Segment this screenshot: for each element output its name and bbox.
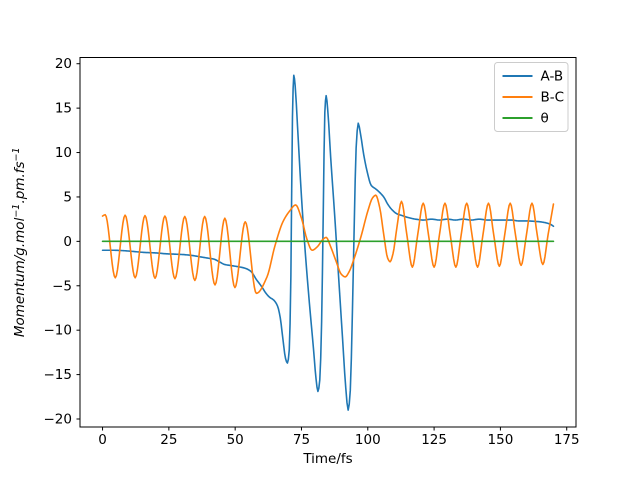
x-tick-label-0: 0 bbox=[98, 432, 107, 448]
y-tick-label-6: 10 bbox=[55, 145, 72, 161]
x-tick-label-6: 150 bbox=[488, 432, 514, 448]
x-axis-label: Time/fs bbox=[302, 451, 352, 467]
y-tick-label-7: 15 bbox=[55, 101, 72, 117]
legend-label-0: A-B bbox=[541, 69, 564, 85]
y-tick-label-5: 5 bbox=[63, 189, 72, 205]
x-tick-label-2: 50 bbox=[227, 432, 244, 448]
x-tick-label-7: 175 bbox=[554, 432, 580, 448]
legend-label-1: B-C bbox=[541, 90, 565, 106]
y-tick-label-3: −5 bbox=[52, 278, 72, 294]
x-tick-label-1: 25 bbox=[160, 432, 177, 448]
x-tick-label-4: 100 bbox=[355, 432, 381, 448]
legend-label-2: θ bbox=[541, 111, 549, 127]
x-tick-label-3: 75 bbox=[293, 432, 310, 448]
y-axis-label: Momentum/g.mol−1 .pm.fs−1 bbox=[11, 147, 28, 337]
y-tick-label-4: 0 bbox=[63, 234, 72, 250]
y-tick-label-2: −10 bbox=[44, 323, 73, 339]
x-tick-label-5: 125 bbox=[421, 432, 447, 448]
y-tick-label-1: −15 bbox=[44, 367, 73, 383]
series-line-0-A-B bbox=[101, 74, 555, 411]
y-tick-label-8: 20 bbox=[55, 56, 72, 72]
y-tick-label-0: −20 bbox=[44, 412, 73, 428]
series-line-1-B-C bbox=[101, 194, 555, 295]
